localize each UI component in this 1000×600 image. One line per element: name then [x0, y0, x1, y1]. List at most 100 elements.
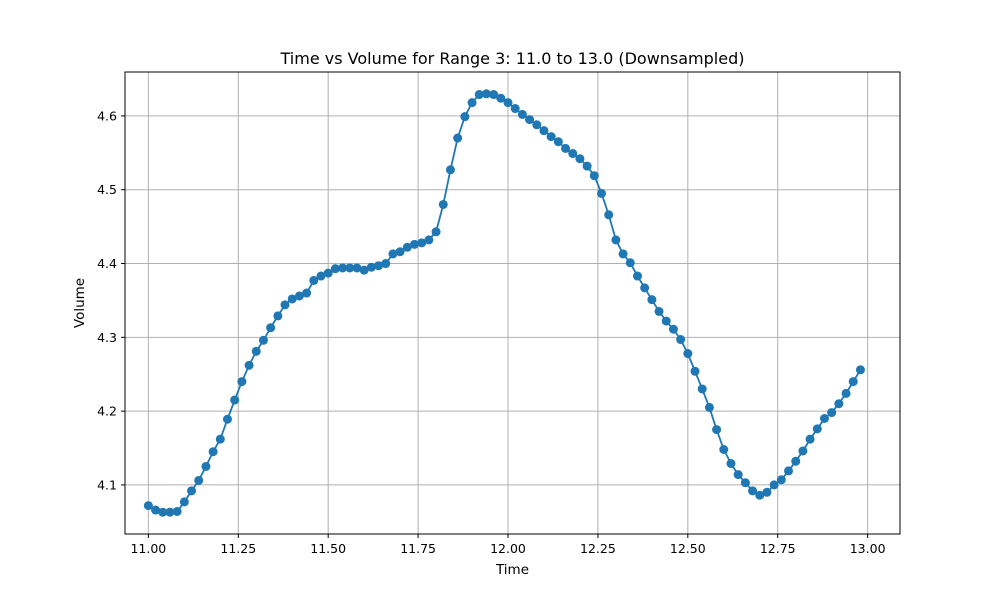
- data-point: [165, 507, 175, 517]
- data-point: [539, 126, 549, 136]
- data-point: [561, 143, 571, 153]
- data-point: [287, 294, 297, 304]
- data-point: [704, 402, 714, 412]
- data-point: [316, 271, 326, 281]
- data-point: [410, 239, 420, 249]
- data-point: [589, 171, 599, 181]
- data-point: [812, 424, 822, 434]
- data-point: [575, 154, 585, 164]
- data-point: [352, 263, 362, 273]
- data-point: [187, 486, 197, 496]
- data-point: [151, 505, 161, 515]
- data-point: [647, 295, 657, 305]
- chart-title: Time vs Volume for Range 3: 11.0 to 13.0…: [280, 49, 745, 68]
- data-point: [618, 249, 628, 259]
- data-point: [755, 490, 765, 500]
- data-point: [532, 120, 542, 130]
- x-tick-label: 11.75: [400, 541, 436, 556]
- data-point: [280, 300, 290, 310]
- data-point: [143, 501, 153, 511]
- data-point: [525, 115, 535, 125]
- x-tick-label: 13.00: [850, 541, 886, 556]
- y-tick-label: 4.6: [97, 108, 117, 123]
- data-point: [654, 306, 664, 316]
- data-point: [345, 263, 355, 273]
- data-point: [769, 480, 779, 490]
- data-point: [460, 112, 470, 122]
- data-point: [302, 288, 312, 298]
- data-point: [805, 434, 815, 444]
- data-point: [194, 475, 204, 485]
- data-point: [733, 470, 743, 480]
- data-point: [323, 268, 333, 278]
- data-point: [489, 90, 499, 100]
- data-point: [359, 265, 369, 275]
- x-tick-label: 12.00: [490, 541, 526, 556]
- data-point: [222, 414, 232, 424]
- data-point: [273, 311, 283, 321]
- data-point: [582, 161, 592, 171]
- data-point: [402, 242, 412, 252]
- y-tick-label: 4.3: [97, 330, 117, 345]
- data-series: [143, 89, 865, 517]
- data-point: [841, 388, 851, 398]
- data-point: [172, 506, 182, 516]
- data-point: [776, 475, 786, 485]
- data-point: [251, 346, 261, 356]
- data-point: [546, 132, 556, 142]
- data-point: [309, 275, 319, 285]
- data-point: [819, 414, 829, 423]
- data-point: [834, 399, 844, 409]
- data-point: [388, 249, 398, 259]
- data-point: [611, 235, 621, 245]
- data-point: [690, 366, 700, 376]
- data-point: [740, 478, 750, 488]
- data-point: [668, 324, 678, 334]
- x-tick-label: 12.25: [580, 541, 616, 556]
- data-point: [848, 377, 858, 387]
- x-axis-label: Time: [495, 562, 529, 578]
- data-point: [712, 425, 722, 435]
- data-point: [474, 90, 484, 100]
- data-point: [438, 199, 448, 209]
- data-point: [158, 507, 168, 517]
- data-point: [719, 444, 729, 454]
- data-point: [244, 360, 254, 370]
- data-point: [676, 335, 686, 345]
- data-point: [503, 98, 513, 108]
- x-tick-label: 12.75: [760, 541, 796, 556]
- data-point: [294, 291, 304, 301]
- data-point: [467, 98, 477, 108]
- data-point: [683, 349, 693, 359]
- y-tick-label: 4.5: [97, 182, 117, 197]
- data-point: [179, 497, 189, 507]
- data-point: [453, 133, 463, 143]
- data-point: [855, 365, 865, 375]
- data-point: [791, 456, 801, 466]
- data-point: [208, 447, 218, 457]
- data-point: [237, 377, 247, 387]
- data-point: [395, 247, 405, 257]
- data-point: [374, 261, 384, 271]
- data-point: [445, 165, 455, 175]
- y-tick-label: 4.4: [97, 256, 117, 271]
- data-point: [338, 263, 348, 273]
- data-point: [748, 486, 758, 496]
- data-point: [784, 466, 794, 476]
- data-point: [510, 104, 520, 114]
- data-point: [258, 335, 268, 345]
- y-axis-label: Volume: [72, 278, 88, 328]
- data-point: [381, 259, 391, 269]
- data-point: [496, 93, 506, 103]
- data-point: [553, 137, 563, 147]
- data-point: [330, 264, 340, 274]
- data-point: [640, 283, 650, 293]
- data-point: [697, 384, 707, 394]
- data-point: [266, 323, 276, 333]
- data-point: [762, 487, 772, 497]
- data-point: [201, 461, 211, 471]
- data-point: [481, 89, 491, 99]
- plot-frame: [124, 71, 901, 535]
